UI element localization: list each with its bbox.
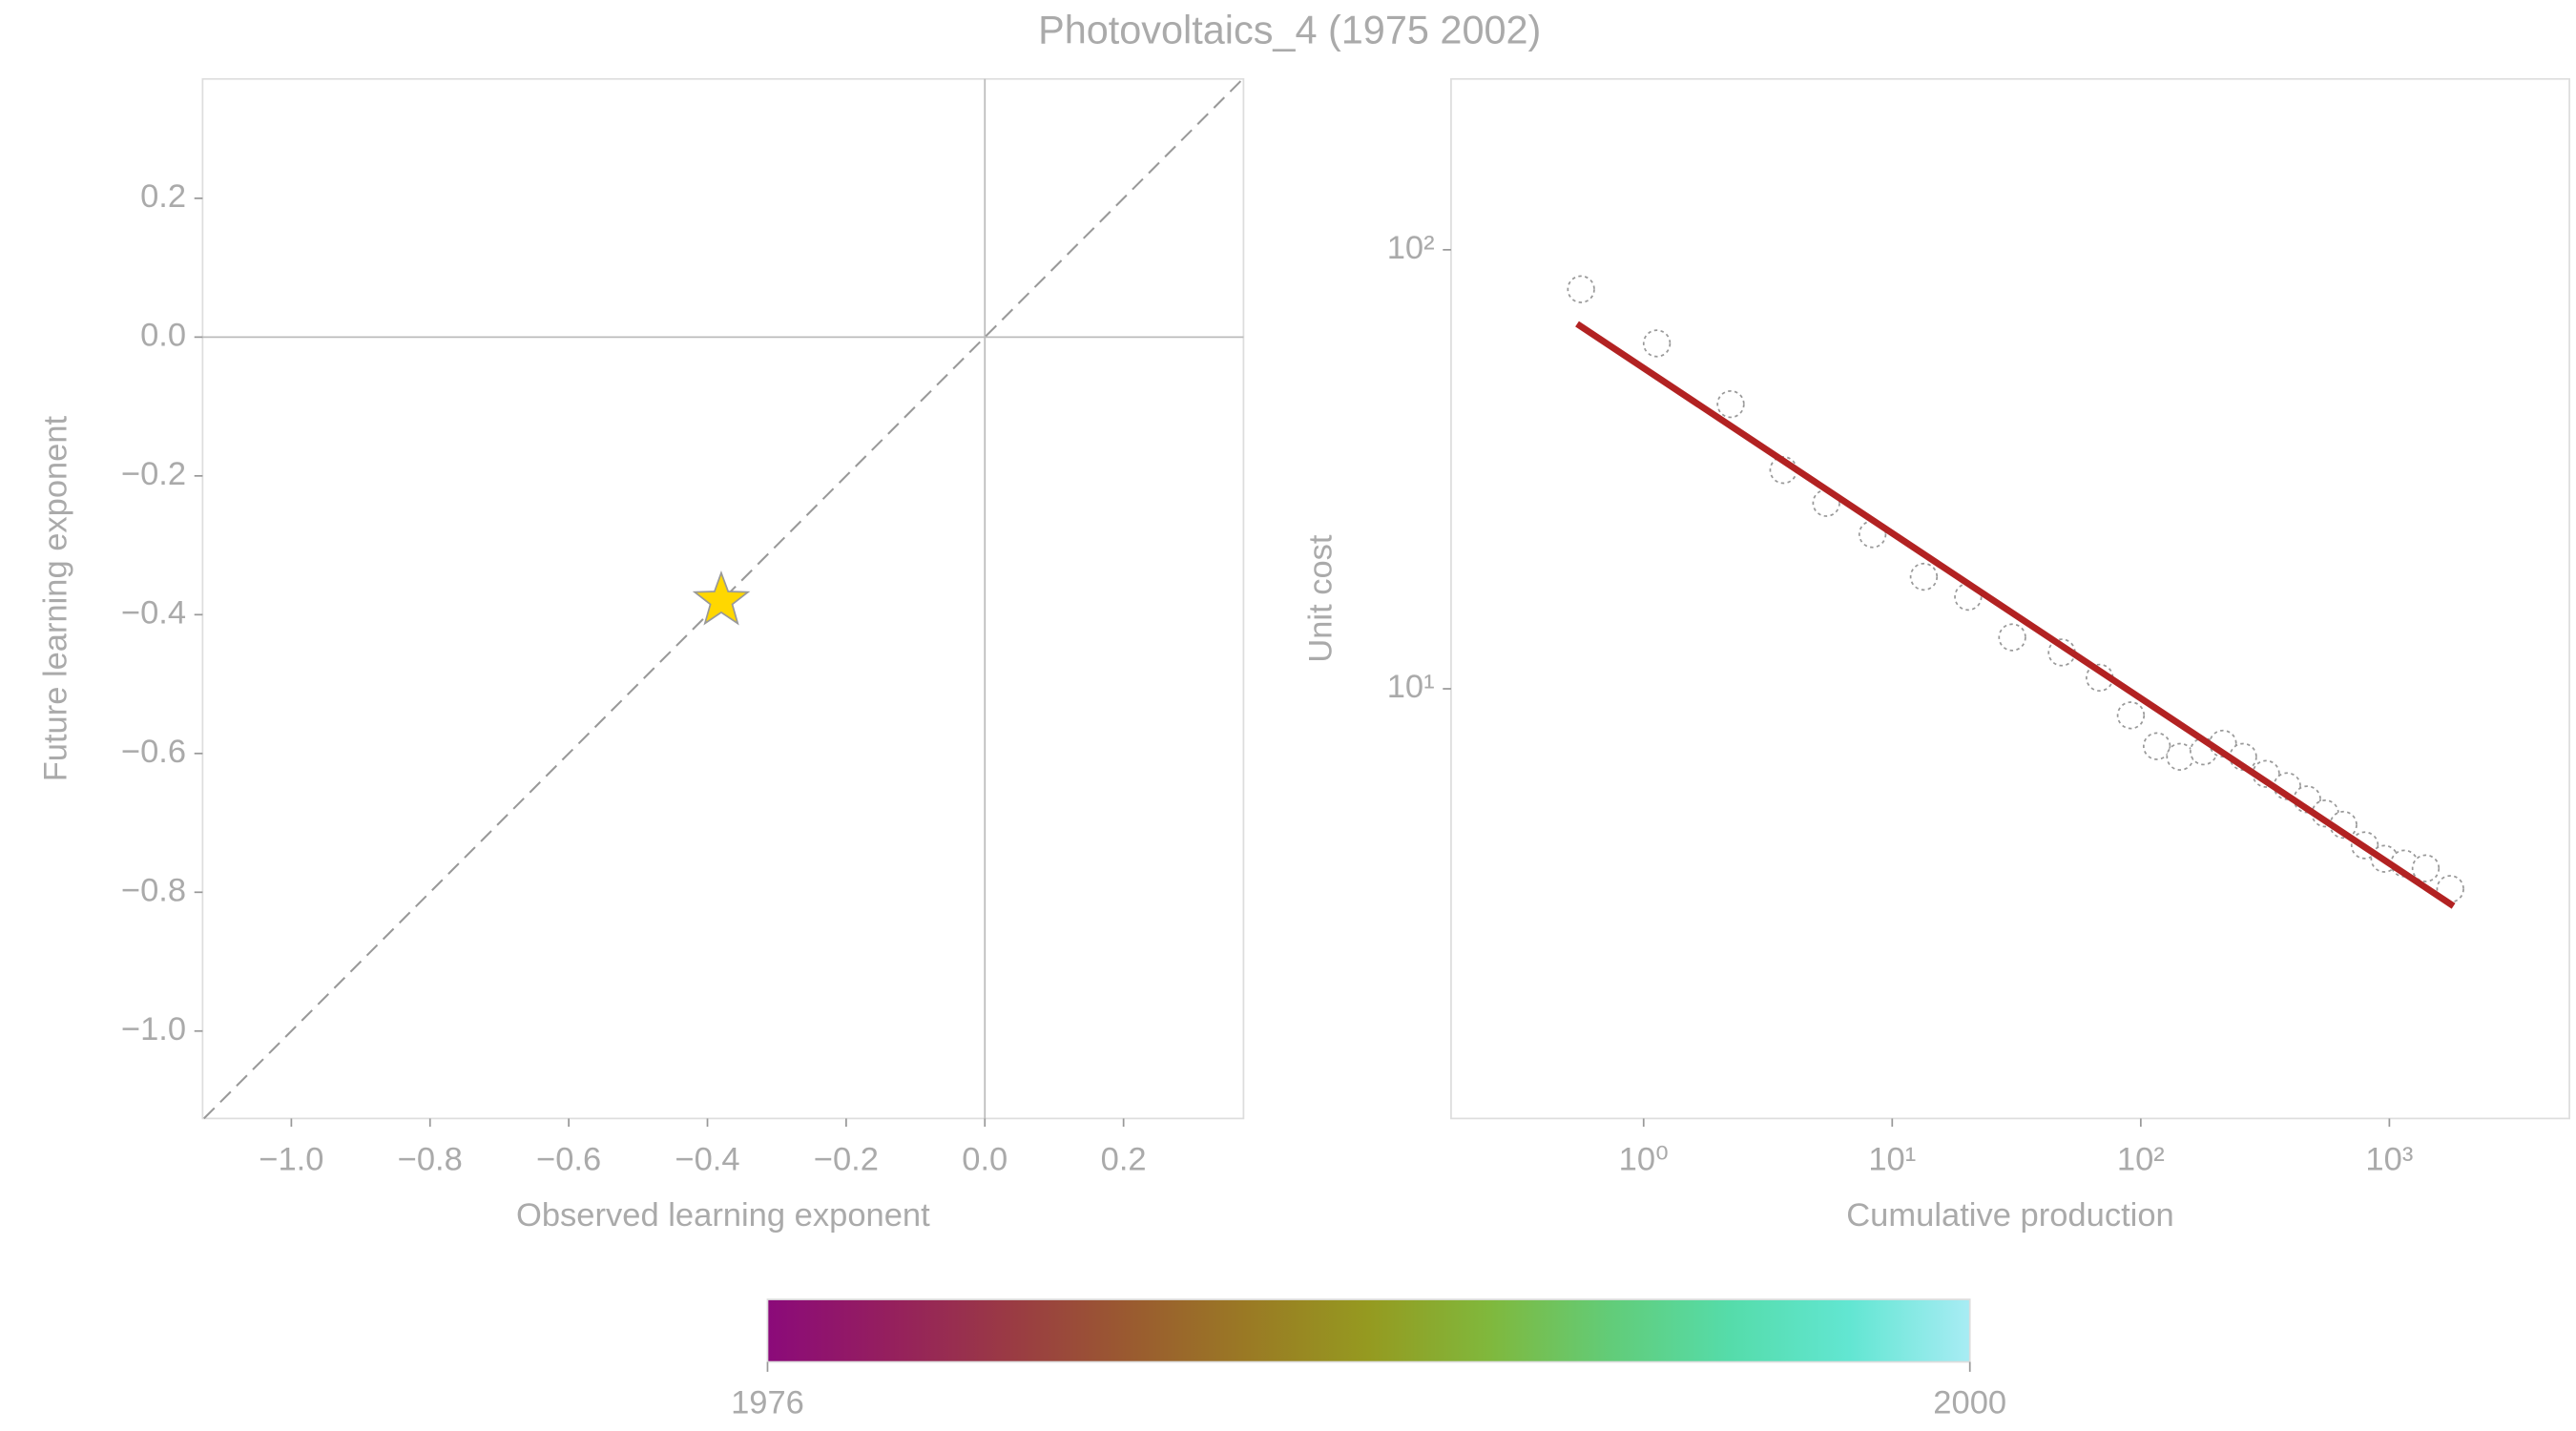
x-tick-label: −0.2 bbox=[814, 1141, 879, 1177]
y-tick-label: 0.0 bbox=[140, 317, 186, 353]
plot-frame bbox=[1450, 77, 2570, 1120]
data-point bbox=[1642, 329, 1672, 358]
data-point bbox=[1909, 562, 1939, 591]
x-tick-label: −0.8 bbox=[398, 1141, 463, 1177]
y-axis-label: Unit cost bbox=[1302, 534, 1339, 663]
y-tick-label: −0.4 bbox=[121, 594, 186, 631]
plot-frame bbox=[201, 77, 1245, 1120]
data-point bbox=[1998, 623, 2026, 652]
x-axis-label: Cumulative production bbox=[1846, 1197, 2173, 1234]
x-tick-label: 10⁰ bbox=[1619, 1141, 1669, 1177]
y-tick-label: −1.0 bbox=[121, 1011, 186, 1047]
y-tick-label: −0.6 bbox=[121, 734, 186, 770]
data-point bbox=[2166, 742, 2194, 771]
y-tick-label: −0.8 bbox=[121, 872, 186, 908]
x-tick-label: −0.4 bbox=[675, 1141, 739, 1177]
diagonal-line bbox=[203, 78, 1244, 1120]
figure-title: Photovoltaics_4 (1975 2002) bbox=[1038, 8, 1541, 52]
fit-line bbox=[1575, 321, 2456, 909]
colorbar bbox=[766, 1298, 1971, 1363]
x-tick-label: 0.0 bbox=[962, 1141, 1008, 1177]
star-marker bbox=[692, 570, 751, 626]
colorbar-tick-label: 1976 bbox=[731, 1385, 804, 1421]
x-axis-label: Observed learning exponent bbox=[516, 1197, 930, 1234]
x-tick-label: −0.6 bbox=[536, 1141, 601, 1177]
data-point bbox=[1716, 389, 1745, 419]
x-tick-label: 10¹ bbox=[1868, 1141, 1916, 1177]
colorbar-tick-label: 2000 bbox=[1933, 1385, 2006, 1421]
y-tick-label: −0.2 bbox=[121, 456, 186, 492]
y-tick-label: 10¹ bbox=[1387, 669, 1435, 705]
x-tick-label: 10² bbox=[2117, 1141, 2165, 1177]
x-tick-label: −1.0 bbox=[259, 1141, 323, 1177]
y-axis-label: Future learning exponent bbox=[38, 415, 74, 781]
x-tick-label: 0.2 bbox=[1101, 1141, 1147, 1177]
y-tick-label: 10² bbox=[1387, 230, 1435, 266]
y-tick-label: 0.2 bbox=[140, 178, 186, 215]
data-point bbox=[2116, 701, 2146, 730]
data-point bbox=[2142, 732, 2171, 760]
data-point bbox=[2411, 854, 2441, 882]
data-point bbox=[1567, 275, 1595, 303]
x-tick-label: 10³ bbox=[2365, 1141, 2413, 1177]
